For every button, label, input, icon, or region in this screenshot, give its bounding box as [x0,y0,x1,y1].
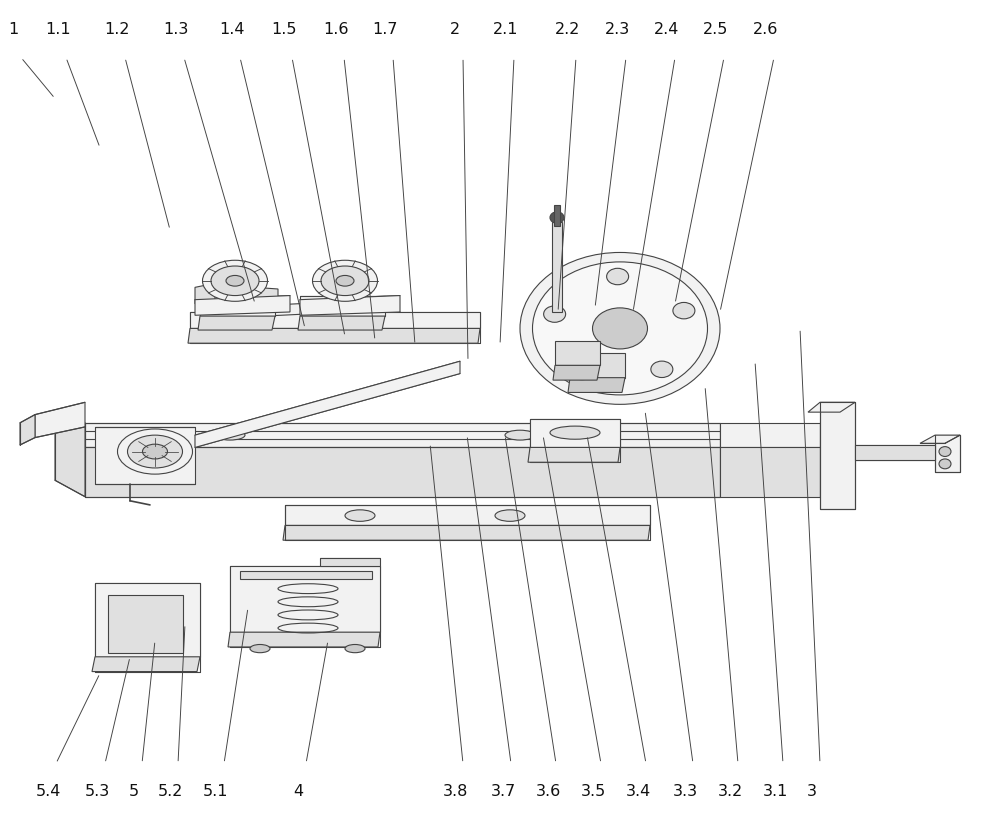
Ellipse shape [939,447,951,456]
Polygon shape [215,300,380,319]
Ellipse shape [345,510,375,521]
Text: 5: 5 [129,784,139,799]
Polygon shape [553,365,600,380]
Polygon shape [195,283,215,304]
Text: 1.5: 1.5 [271,22,297,37]
Ellipse shape [550,426,600,439]
Text: 2.4: 2.4 [654,22,680,37]
Text: 5.4: 5.4 [35,784,61,799]
Polygon shape [298,316,385,330]
Text: 1.6: 1.6 [323,22,349,37]
Polygon shape [720,447,820,497]
Ellipse shape [651,361,673,378]
Ellipse shape [250,644,270,653]
Ellipse shape [939,459,951,469]
Polygon shape [555,341,600,365]
Text: 2: 2 [450,22,460,37]
Text: 1.2: 1.2 [104,22,130,37]
Polygon shape [255,287,278,305]
Polygon shape [188,328,480,343]
Bar [108,595,183,653]
Polygon shape [198,316,275,330]
Polygon shape [190,312,480,328]
Ellipse shape [550,212,564,223]
Ellipse shape [211,266,259,296]
Ellipse shape [544,306,566,323]
Ellipse shape [312,260,378,301]
Polygon shape [283,525,650,540]
Polygon shape [228,632,380,647]
Text: 3: 3 [807,784,817,799]
Polygon shape [35,402,85,438]
Polygon shape [808,402,855,412]
Polygon shape [200,296,275,316]
Text: 1.1: 1.1 [45,22,71,37]
Bar [855,445,935,460]
Polygon shape [95,427,195,484]
Text: 1.4: 1.4 [219,22,245,37]
Text: 5.2: 5.2 [157,784,183,799]
Ellipse shape [495,510,525,521]
Polygon shape [530,419,620,447]
Text: 3.2: 3.2 [717,784,743,799]
Text: 3.5: 3.5 [580,784,606,799]
Ellipse shape [336,275,354,286]
Polygon shape [55,423,85,497]
Text: 3.6: 3.6 [535,784,561,799]
Polygon shape [570,353,625,378]
Polygon shape [568,378,625,392]
Ellipse shape [143,444,168,459]
Polygon shape [20,415,35,445]
Text: 2.1: 2.1 [493,22,519,37]
Text: 3.4: 3.4 [625,784,651,799]
Ellipse shape [226,275,244,286]
Text: 5.3: 5.3 [84,784,110,799]
Text: 3.8: 3.8 [442,784,468,799]
Bar [554,205,560,226]
Polygon shape [320,558,380,566]
Polygon shape [85,423,720,447]
Polygon shape [240,571,372,579]
Text: 4: 4 [293,784,303,799]
Text: 3.3: 3.3 [672,784,698,799]
Text: 2.5: 2.5 [703,22,729,37]
Text: 2.6: 2.6 [753,22,779,37]
Ellipse shape [202,260,268,301]
Ellipse shape [215,430,245,440]
Polygon shape [720,423,820,447]
Polygon shape [195,296,290,315]
Ellipse shape [607,268,629,285]
Ellipse shape [592,308,648,349]
Polygon shape [285,505,650,525]
Ellipse shape [118,429,192,474]
Polygon shape [92,657,200,672]
Bar [552,222,562,312]
Text: 1.7: 1.7 [372,22,398,37]
Polygon shape [935,435,960,472]
Polygon shape [300,296,400,315]
Polygon shape [85,447,720,497]
Text: 3.7: 3.7 [490,784,516,799]
Text: 1: 1 [8,22,18,37]
Polygon shape [230,566,380,632]
Ellipse shape [505,430,535,440]
Text: 3.1: 3.1 [762,784,788,799]
Polygon shape [820,402,855,509]
Ellipse shape [128,435,182,468]
Text: 5.1: 5.1 [203,784,229,799]
Ellipse shape [673,302,695,319]
Text: 2.2: 2.2 [555,22,581,37]
Polygon shape [300,296,385,316]
Polygon shape [195,361,460,447]
Ellipse shape [321,266,369,296]
Text: 2.3: 2.3 [605,22,631,37]
Polygon shape [528,447,620,462]
Polygon shape [920,435,960,443]
Ellipse shape [571,363,593,379]
Text: 1.3: 1.3 [163,22,189,37]
Ellipse shape [532,262,708,395]
Ellipse shape [345,644,365,653]
Ellipse shape [520,253,720,405]
Polygon shape [95,583,200,657]
